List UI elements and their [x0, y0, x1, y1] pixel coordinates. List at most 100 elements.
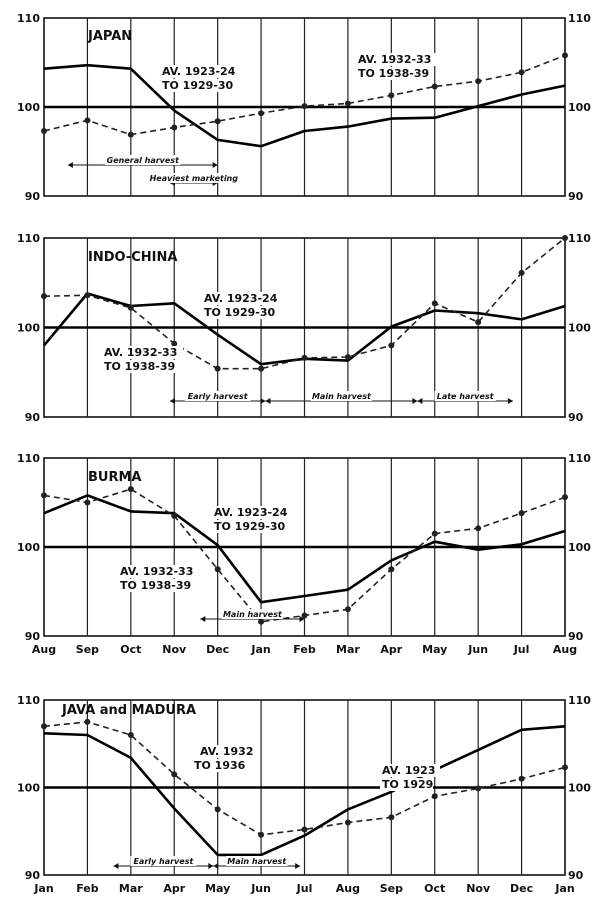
label-bg — [102, 360, 176, 373]
x-tick-label: Apr — [163, 882, 185, 895]
arrow-head — [299, 616, 305, 622]
y-tick-left: 110 — [17, 232, 40, 245]
data-point — [475, 785, 482, 792]
data-point — [127, 732, 134, 738]
data-point — [258, 831, 265, 838]
data-point — [388, 342, 395, 349]
arrow-head — [67, 162, 73, 168]
series-label: TO 1936 — [194, 759, 246, 772]
series-label: TO 1938-39 — [358, 67, 429, 80]
x-tick-label: Sep — [380, 882, 403, 895]
data-point — [518, 269, 525, 276]
y-tick-right: 100 — [568, 322, 591, 335]
data-point — [431, 83, 438, 90]
x-tick-label: Aug — [553, 643, 577, 656]
data-point — [171, 340, 178, 347]
series-label: AV. 1923-24 — [204, 292, 278, 305]
label-bg — [118, 579, 192, 592]
arrow-head — [260, 398, 266, 404]
data-point — [344, 100, 351, 107]
data-point — [84, 499, 91, 506]
label-bg — [118, 565, 199, 578]
data-point — [41, 492, 47, 499]
label-bg — [380, 764, 440, 777]
data-point — [171, 771, 178, 778]
y-tick-right: 110 — [568, 452, 591, 465]
x-tick-label: Oct — [424, 882, 445, 895]
data-point — [562, 52, 568, 59]
data-point — [214, 806, 221, 813]
series-label: AV. 1923 — [382, 764, 436, 777]
x-tick-label: May — [205, 882, 230, 895]
x-tick-label: Aug — [32, 643, 56, 656]
x-tick-label: Feb — [76, 882, 99, 895]
panel-title: INDO-CHINA — [88, 250, 177, 265]
label-bg — [160, 79, 234, 92]
data-point — [41, 128, 47, 135]
series-label: TO 1938-39 — [104, 360, 175, 373]
data-point — [475, 78, 482, 85]
arrow-head — [213, 863, 219, 869]
data-point — [171, 512, 178, 519]
harvest-label-bg — [226, 856, 288, 866]
harvest-label-bg — [221, 609, 283, 619]
label-bg — [356, 53, 437, 66]
harvest-label-bg — [434, 391, 496, 401]
data-point — [301, 103, 308, 110]
x-tick-label: Jul — [296, 882, 313, 895]
data-point — [388, 92, 395, 99]
y-tick-right: 110 — [568, 232, 591, 245]
y-tick-left: 100 — [17, 322, 40, 335]
y-tick-right: 110 — [568, 12, 591, 25]
harvest-label: General harvest — [107, 156, 180, 165]
label-bg — [192, 759, 245, 772]
arrow-head — [507, 398, 513, 404]
data-point — [84, 718, 91, 725]
label-bg — [202, 292, 283, 305]
y-tick-left: 90 — [25, 411, 41, 424]
y-tick-left: 110 — [17, 694, 40, 707]
label-bg — [202, 306, 276, 319]
data-point — [214, 118, 221, 125]
arrow-head — [169, 398, 175, 404]
data-point — [258, 365, 265, 372]
x-tick-label: Dec — [510, 882, 533, 895]
data-point — [301, 826, 308, 833]
data-point — [84, 117, 91, 124]
y-tick-right: 90 — [568, 190, 584, 203]
y-tick-right: 110 — [568, 694, 591, 707]
data-point — [518, 69, 525, 76]
label-bg — [212, 520, 286, 533]
series-label: TO 1929-30 — [214, 520, 286, 533]
series-line-solid — [43, 494, 566, 604]
data-point — [301, 354, 308, 361]
harvest-label: Main harvest — [223, 610, 283, 619]
series-label: AV. 1932-33 — [104, 346, 177, 359]
label-bg — [212, 506, 293, 519]
arrow-head — [200, 616, 206, 622]
arrow-head — [113, 863, 119, 869]
data-point — [41, 723, 47, 730]
harvest-label: Main harvest — [312, 392, 372, 401]
harvest-label: Late harvest — [437, 392, 495, 401]
x-tick-label: Jun — [467, 643, 488, 656]
series-label: TO 1938-39 — [120, 579, 191, 592]
arrow-head — [417, 398, 423, 404]
x-tick-label: May — [422, 643, 447, 656]
data-point — [562, 235, 568, 241]
y-tick-right: 90 — [568, 630, 584, 643]
data-point — [214, 566, 221, 573]
x-tick-label: Dec — [206, 643, 229, 656]
harvest-label: Early harvest — [188, 392, 249, 401]
arrow-head — [212, 162, 218, 168]
harvest-label-bg — [149, 173, 239, 183]
y-tick-left: 100 — [17, 101, 40, 114]
harvest-label: Heaviest marketing — [150, 174, 239, 183]
data-point — [518, 775, 525, 782]
data-point — [171, 124, 178, 131]
y-tick-left: 110 — [17, 12, 40, 25]
data-point — [301, 612, 308, 619]
series-label: AV. 1932 — [200, 745, 254, 758]
